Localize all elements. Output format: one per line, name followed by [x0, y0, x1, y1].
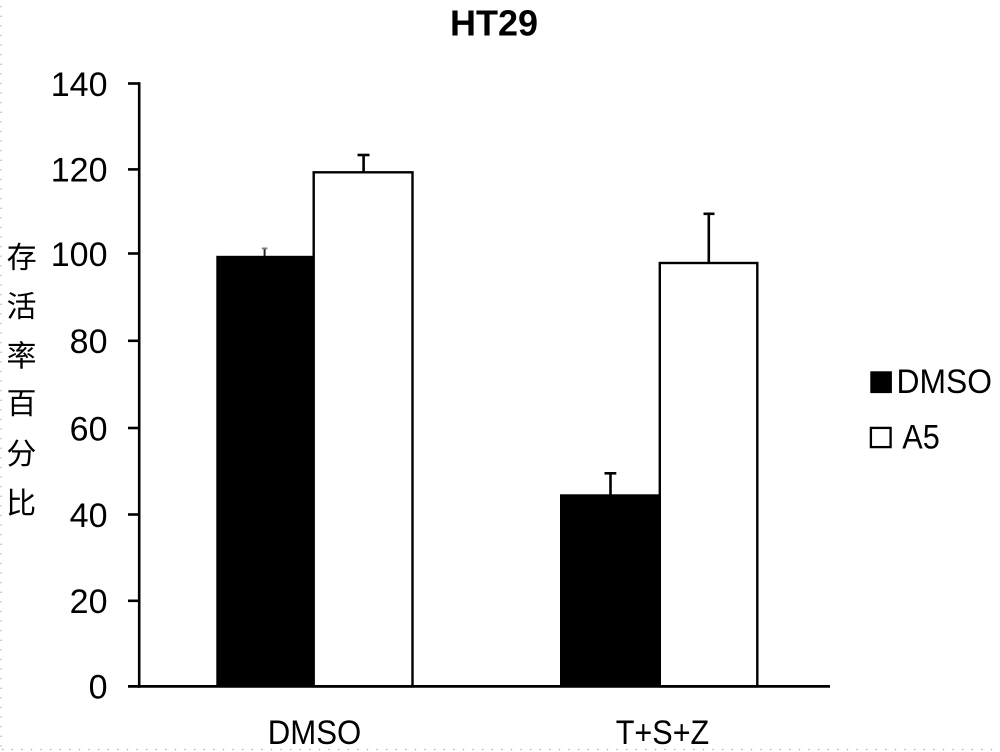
svg-text:T+S+Z: T+S+Z — [616, 714, 710, 752]
svg-text:A5: A5 — [902, 418, 940, 456]
svg-text:80: 80 — [70, 323, 108, 361]
svg-text:100: 100 — [51, 236, 108, 274]
svg-text:0: 0 — [89, 669, 108, 707]
svg-text:20: 20 — [70, 583, 108, 621]
svg-text:140: 140 — [51, 66, 108, 104]
svg-text:DMSO: DMSO — [268, 714, 362, 752]
svg-text:DMSO: DMSO — [897, 363, 993, 401]
svg-text:HT29: HT29 — [450, 3, 538, 44]
svg-text:40: 40 — [70, 497, 108, 535]
svg-text:60: 60 — [70, 410, 108, 448]
svg-text:120: 120 — [51, 152, 108, 190]
